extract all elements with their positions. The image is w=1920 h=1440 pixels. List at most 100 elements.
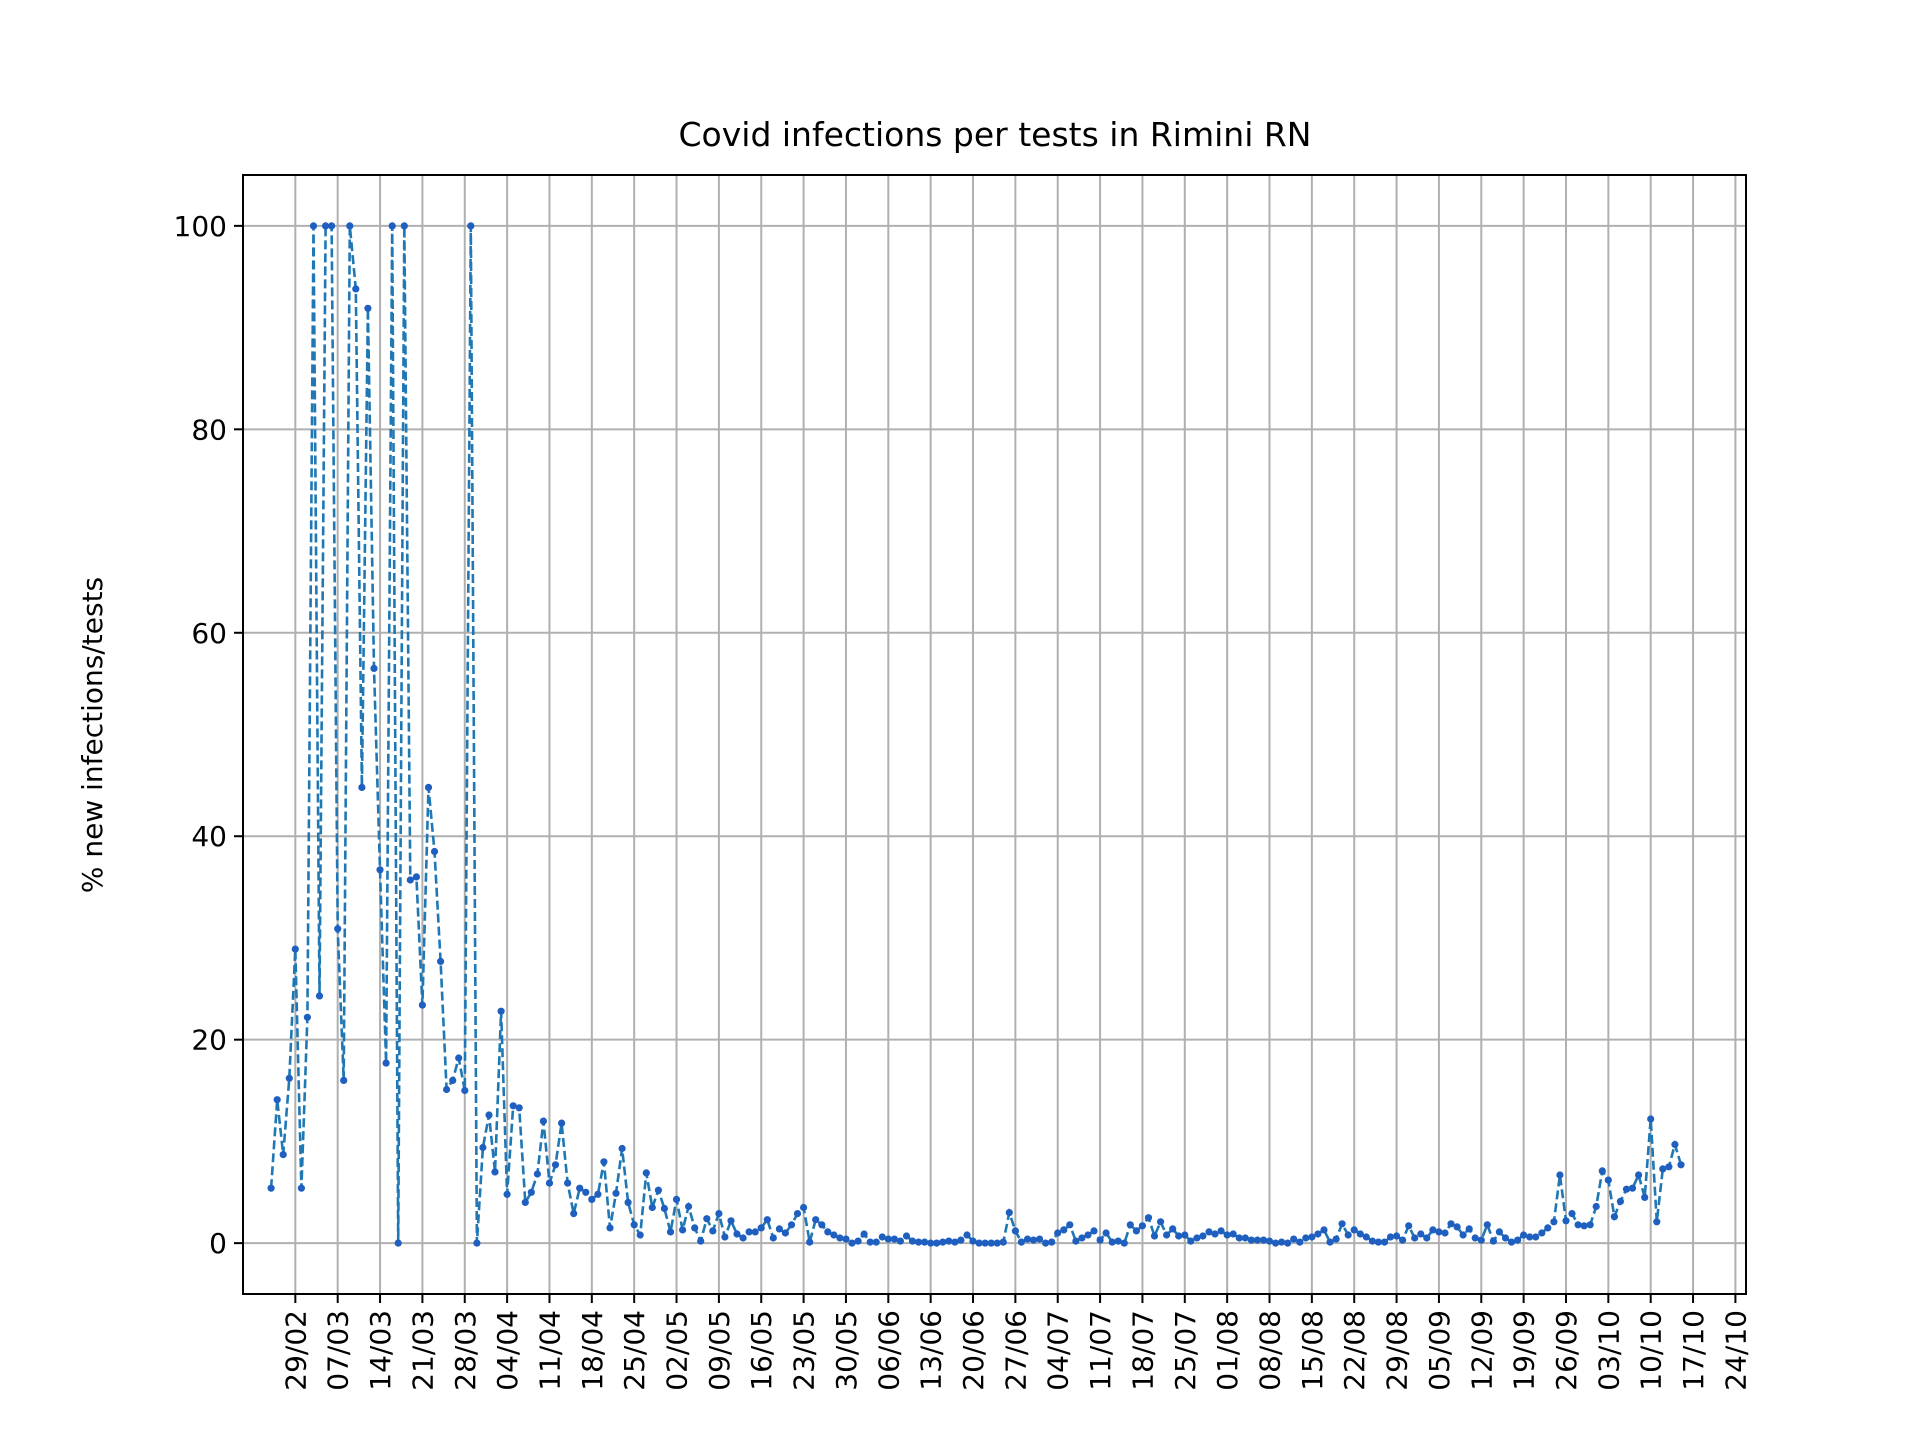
data-point	[896, 1237, 905, 1245]
data-point	[334, 925, 342, 933]
data-point	[303, 1013, 311, 1021]
data-point	[1411, 1234, 1419, 1242]
x-tick-label: 24/10	[1719, 1310, 1752, 1391]
x-axis: 29/02 07/03 14/03 21/03 28/03 04/04 11/04 18/04…	[279, 1294, 1752, 1391]
data-point	[1399, 1236, 1407, 1244]
data-point	[437, 957, 445, 966]
data-point	[1604, 1176, 1612, 1184]
data-point	[1193, 1234, 1201, 1242]
data-point	[358, 783, 366, 792]
data-point	[1205, 1228, 1213, 1236]
data-point	[733, 1230, 741, 1238]
data-point	[1060, 1226, 1068, 1234]
data-point	[315, 992, 324, 1000]
data-point	[1223, 1231, 1231, 1239]
data-point	[388, 222, 396, 230]
data-point	[1483, 1221, 1491, 1229]
data-point	[787, 1221, 796, 1229]
data-point	[1072, 1237, 1080, 1245]
data-point	[878, 1233, 886, 1241]
data-point	[697, 1237, 705, 1245]
data-point	[1368, 1237, 1376, 1245]
data-point	[860, 1230, 868, 1238]
y-tick-label: 60	[191, 617, 227, 650]
x-tick-label: 25/07	[1169, 1310, 1202, 1391]
data-point	[854, 1237, 862, 1245]
data-point	[497, 1007, 505, 1015]
data-point	[1501, 1234, 1510, 1242]
data-point	[1132, 1227, 1140, 1235]
data-point	[745, 1228, 753, 1236]
data-point	[1187, 1237, 1195, 1245]
data-point	[636, 1231, 644, 1239]
data-point	[1175, 1232, 1183, 1240]
data-point	[279, 1151, 287, 1159]
data-point	[921, 1238, 929, 1246]
data-point	[309, 222, 318, 230]
data-point	[721, 1233, 729, 1241]
data-point	[364, 304, 372, 312]
data-point	[1272, 1239, 1280, 1247]
data-point	[915, 1238, 923, 1246]
data-point	[812, 1216, 820, 1224]
x-tick-label: 01/08	[1211, 1310, 1244, 1391]
data-point	[1489, 1237, 1497, 1245]
data-point	[618, 1144, 626, 1153]
data-point	[1078, 1234, 1086, 1242]
data-point	[1259, 1236, 1268, 1244]
data-point	[866, 1238, 874, 1246]
data-point	[1417, 1230, 1425, 1238]
data-point	[1247, 1236, 1255, 1244]
data-point	[836, 1234, 844, 1242]
data-point	[1090, 1227, 1098, 1235]
data-point	[352, 285, 360, 293]
data-point	[1235, 1234, 1243, 1242]
data-point	[1386, 1233, 1395, 1241]
data-point	[654, 1186, 663, 1194]
data-point	[1435, 1228, 1443, 1236]
data-point	[1550, 1218, 1558, 1226]
data-point	[1029, 1236, 1038, 1244]
x-tick-label: 29/08	[1381, 1310, 1414, 1391]
x-tick-label: 28/03	[449, 1310, 482, 1391]
data-point	[1641, 1193, 1649, 1201]
data-point	[1120, 1239, 1128, 1247]
data-point	[539, 1117, 548, 1125]
data-point	[273, 1096, 281, 1104]
data-point	[1477, 1236, 1485, 1244]
data-point	[902, 1232, 911, 1240]
data-point	[406, 876, 414, 884]
data-point	[939, 1238, 947, 1246]
data-point	[328, 222, 336, 230]
x-tick-label: 04/04	[491, 1310, 524, 1391]
x-tick-label: 16/05	[745, 1310, 778, 1391]
data-point	[1042, 1239, 1050, 1247]
data-point	[1048, 1238, 1056, 1246]
data-point	[1308, 1233, 1316, 1241]
data-point	[709, 1227, 717, 1235]
data-point	[1653, 1218, 1661, 1226]
data-point	[382, 1059, 390, 1067]
y-tick-label: 20	[191, 1024, 227, 1057]
data-point	[594, 1190, 602, 1198]
data-point	[1622, 1185, 1631, 1193]
data-point	[1296, 1238, 1304, 1246]
data-point	[600, 1158, 608, 1166]
data-point	[1108, 1238, 1116, 1246]
data-point	[418, 1001, 426, 1009]
data-point	[1302, 1234, 1310, 1242]
data-point	[1036, 1235, 1044, 1243]
data-point	[1011, 1227, 1020, 1235]
data-point	[1217, 1227, 1225, 1235]
data-point	[430, 847, 439, 856]
data-point	[1423, 1234, 1431, 1242]
data-point	[739, 1234, 747, 1242]
data-point	[1144, 1214, 1153, 1222]
data-point	[570, 1210, 578, 1218]
data-point	[1635, 1171, 1643, 1179]
x-tick-label: 13/06	[915, 1310, 948, 1391]
data-point	[533, 1170, 542, 1178]
data-point	[1126, 1221, 1134, 1229]
data-point	[1096, 1236, 1104, 1244]
data-point	[394, 1239, 402, 1247]
